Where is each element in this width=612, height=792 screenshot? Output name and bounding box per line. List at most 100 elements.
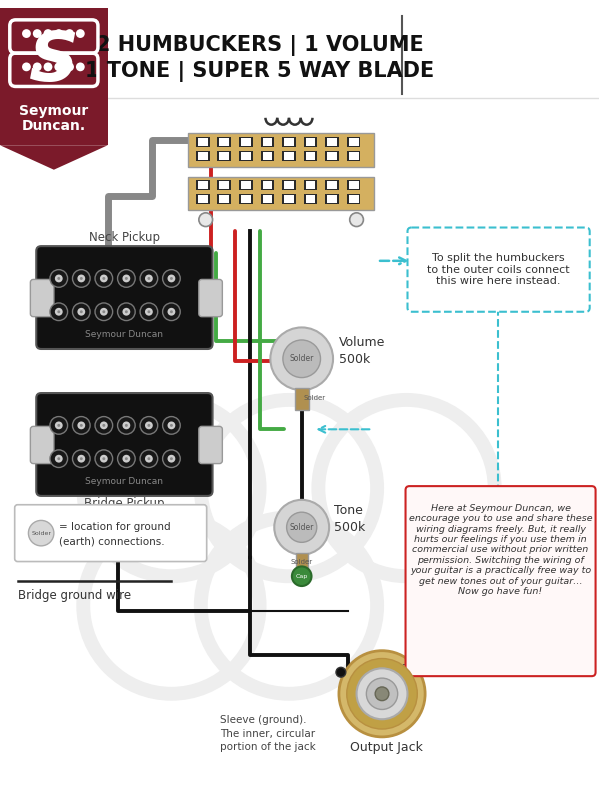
Circle shape	[50, 269, 67, 287]
Text: Seymour Duncan: Seymour Duncan	[86, 477, 163, 485]
Circle shape	[140, 303, 158, 321]
FancyBboxPatch shape	[282, 194, 296, 204]
Circle shape	[58, 310, 60, 313]
Circle shape	[125, 424, 128, 427]
Circle shape	[28, 520, 54, 546]
FancyBboxPatch shape	[347, 194, 360, 204]
FancyBboxPatch shape	[31, 426, 54, 463]
FancyBboxPatch shape	[325, 137, 339, 147]
Circle shape	[122, 308, 130, 316]
Circle shape	[58, 277, 60, 280]
FancyBboxPatch shape	[196, 194, 210, 204]
Circle shape	[125, 277, 128, 280]
FancyBboxPatch shape	[241, 139, 251, 147]
FancyBboxPatch shape	[347, 181, 360, 190]
FancyBboxPatch shape	[325, 181, 339, 190]
FancyBboxPatch shape	[198, 195, 207, 203]
Circle shape	[163, 269, 181, 287]
FancyBboxPatch shape	[305, 139, 315, 147]
Circle shape	[76, 29, 84, 38]
Circle shape	[102, 310, 105, 313]
FancyBboxPatch shape	[241, 181, 251, 189]
FancyBboxPatch shape	[217, 151, 231, 161]
Circle shape	[80, 277, 83, 280]
Circle shape	[118, 450, 135, 467]
Circle shape	[292, 566, 312, 586]
FancyBboxPatch shape	[31, 280, 54, 317]
Circle shape	[72, 450, 90, 467]
Circle shape	[286, 512, 317, 543]
FancyBboxPatch shape	[261, 194, 274, 204]
Circle shape	[367, 678, 398, 710]
FancyBboxPatch shape	[284, 139, 294, 147]
Circle shape	[58, 457, 60, 460]
Circle shape	[168, 455, 176, 463]
FancyBboxPatch shape	[241, 195, 251, 203]
Text: 2 HUMBUCKERS | 1 VOLUME: 2 HUMBUCKERS | 1 VOLUME	[95, 35, 424, 55]
Circle shape	[163, 450, 181, 467]
Circle shape	[77, 308, 85, 316]
FancyBboxPatch shape	[198, 181, 207, 189]
FancyBboxPatch shape	[408, 227, 590, 312]
FancyBboxPatch shape	[15, 505, 207, 562]
Circle shape	[357, 668, 408, 719]
FancyBboxPatch shape	[196, 137, 210, 147]
FancyBboxPatch shape	[217, 181, 231, 190]
Circle shape	[170, 277, 173, 280]
Text: Solder: Solder	[289, 354, 314, 364]
FancyBboxPatch shape	[327, 152, 337, 160]
Circle shape	[55, 421, 62, 429]
Circle shape	[118, 303, 135, 321]
FancyBboxPatch shape	[199, 280, 222, 317]
FancyBboxPatch shape	[347, 151, 360, 161]
FancyBboxPatch shape	[282, 181, 296, 190]
Circle shape	[50, 303, 67, 321]
Circle shape	[140, 417, 158, 434]
FancyBboxPatch shape	[188, 134, 374, 167]
Circle shape	[33, 29, 42, 38]
FancyBboxPatch shape	[239, 137, 253, 147]
Circle shape	[95, 269, 113, 287]
Text: Sleeve (ground).
The inner, circular
portion of the jack: Sleeve (ground). The inner, circular por…	[220, 715, 316, 752]
Circle shape	[77, 421, 85, 429]
FancyBboxPatch shape	[349, 139, 359, 147]
Text: Bridge Pickup: Bridge Pickup	[84, 497, 165, 510]
FancyBboxPatch shape	[325, 194, 339, 204]
Circle shape	[283, 340, 321, 378]
Text: Solder: Solder	[304, 395, 326, 401]
Text: Solder: Solder	[31, 531, 51, 535]
FancyBboxPatch shape	[0, 8, 108, 145]
Text: Seymour: Seymour	[19, 104, 89, 118]
Text: To split the humbuckers
to the outer coils connect
this wire here instead.: To split the humbuckers to the outer coi…	[427, 253, 570, 286]
Circle shape	[22, 63, 31, 71]
Circle shape	[80, 310, 83, 313]
Circle shape	[72, 269, 90, 287]
FancyBboxPatch shape	[261, 151, 274, 161]
FancyBboxPatch shape	[349, 181, 359, 189]
Circle shape	[50, 417, 67, 434]
FancyBboxPatch shape	[220, 139, 230, 147]
Circle shape	[349, 213, 364, 227]
Circle shape	[118, 269, 135, 287]
Circle shape	[54, 63, 63, 71]
Circle shape	[145, 455, 153, 463]
Circle shape	[77, 455, 85, 463]
Circle shape	[145, 308, 153, 316]
Circle shape	[271, 327, 333, 390]
Circle shape	[100, 275, 108, 283]
FancyBboxPatch shape	[241, 152, 251, 160]
FancyBboxPatch shape	[284, 181, 294, 189]
Circle shape	[76, 63, 84, 71]
Circle shape	[95, 417, 113, 434]
FancyBboxPatch shape	[349, 195, 359, 203]
Circle shape	[80, 457, 83, 460]
FancyBboxPatch shape	[304, 181, 318, 190]
Text: Duncan.: Duncan.	[22, 119, 86, 132]
Circle shape	[102, 277, 105, 280]
Circle shape	[122, 421, 130, 429]
FancyBboxPatch shape	[305, 181, 315, 189]
Circle shape	[147, 310, 151, 313]
Circle shape	[347, 658, 417, 729]
FancyBboxPatch shape	[196, 151, 210, 161]
Circle shape	[50, 450, 67, 467]
